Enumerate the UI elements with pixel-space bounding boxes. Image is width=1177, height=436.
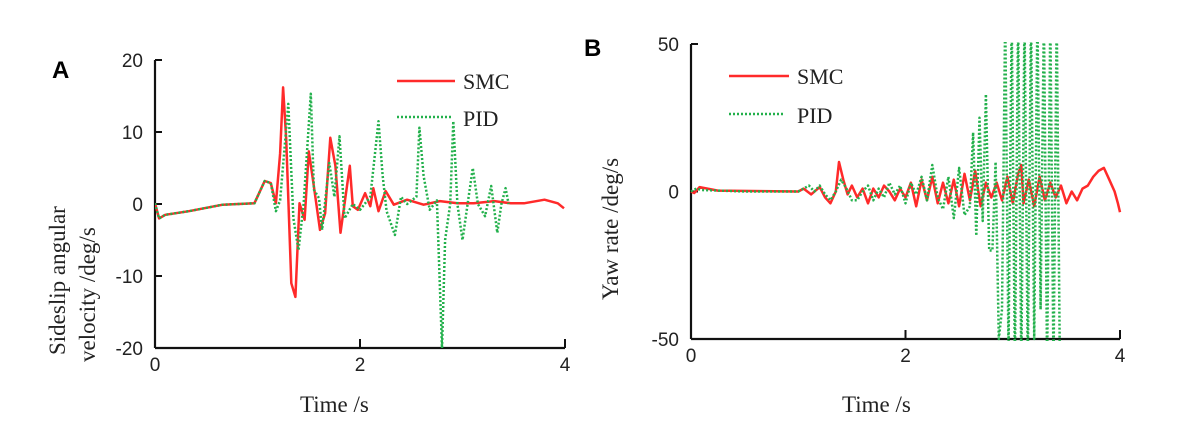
panel-label-b: B (584, 35, 601, 62)
series-line-pid (155, 92, 510, 350)
panel-a: A 20 10 0 -10 -20 0 2 4 Sideslip angular veloci… (45, 51, 571, 417)
legend-label-pid: PID (463, 106, 498, 131)
legend-label-pid: PID (797, 103, 832, 128)
x-tick-label: 0 (686, 346, 697, 367)
panel-label-a: A (52, 57, 69, 84)
x-tick-label: 2 (900, 346, 911, 367)
y-tick-label: -10 (116, 267, 143, 288)
panel-b: B 50 0 -50 0 2 4 Yaw rate /deg/s Time /s SMC … (584, 35, 1126, 417)
panel-a-y-label-line-2: velocity /deg/s (75, 227, 100, 362)
legend-label-smc: SMC (797, 64, 843, 89)
legend-label-smc: SMC (463, 69, 509, 94)
panel-b-legend: SMC PID (729, 64, 843, 128)
series-line-smc (690, 160, 1122, 213)
panel-b-y-label: Yaw rate /deg/s (598, 158, 623, 300)
panel-a-series (155, 86, 565, 350)
x-tick-label: 2 (355, 355, 366, 376)
panel-a-x-label: Time /s (300, 392, 369, 417)
panel-a-tick-labels: 20 10 0 -10 -20 0 2 4 (116, 51, 571, 376)
x-tick-label: 4 (560, 355, 571, 376)
y-tick-label: 0 (132, 195, 143, 216)
y-tick-label: 50 (658, 35, 679, 56)
panel-a-y-label-line-1: Sideslip angular (45, 206, 70, 355)
series-line-smc (155, 86, 565, 299)
panel-b-series (690, 42, 1122, 341)
x-tick-label: 4 (1115, 346, 1126, 367)
y-tick-label: 20 (122, 51, 143, 72)
panel-b-tick-labels: 50 0 -50 0 2 4 (652, 35, 1126, 367)
series-line-pid (690, 42, 1061, 341)
x-tick-label: 0 (150, 355, 161, 376)
panel-b-x-label: Time /s (842, 392, 911, 417)
y-tick-label: -50 (652, 330, 679, 351)
y-tick-label: -20 (116, 339, 143, 360)
panel-a-legend: SMC PID (397, 69, 509, 131)
y-tick-label: 10 (122, 123, 143, 144)
y-tick-label: 0 (668, 183, 679, 204)
